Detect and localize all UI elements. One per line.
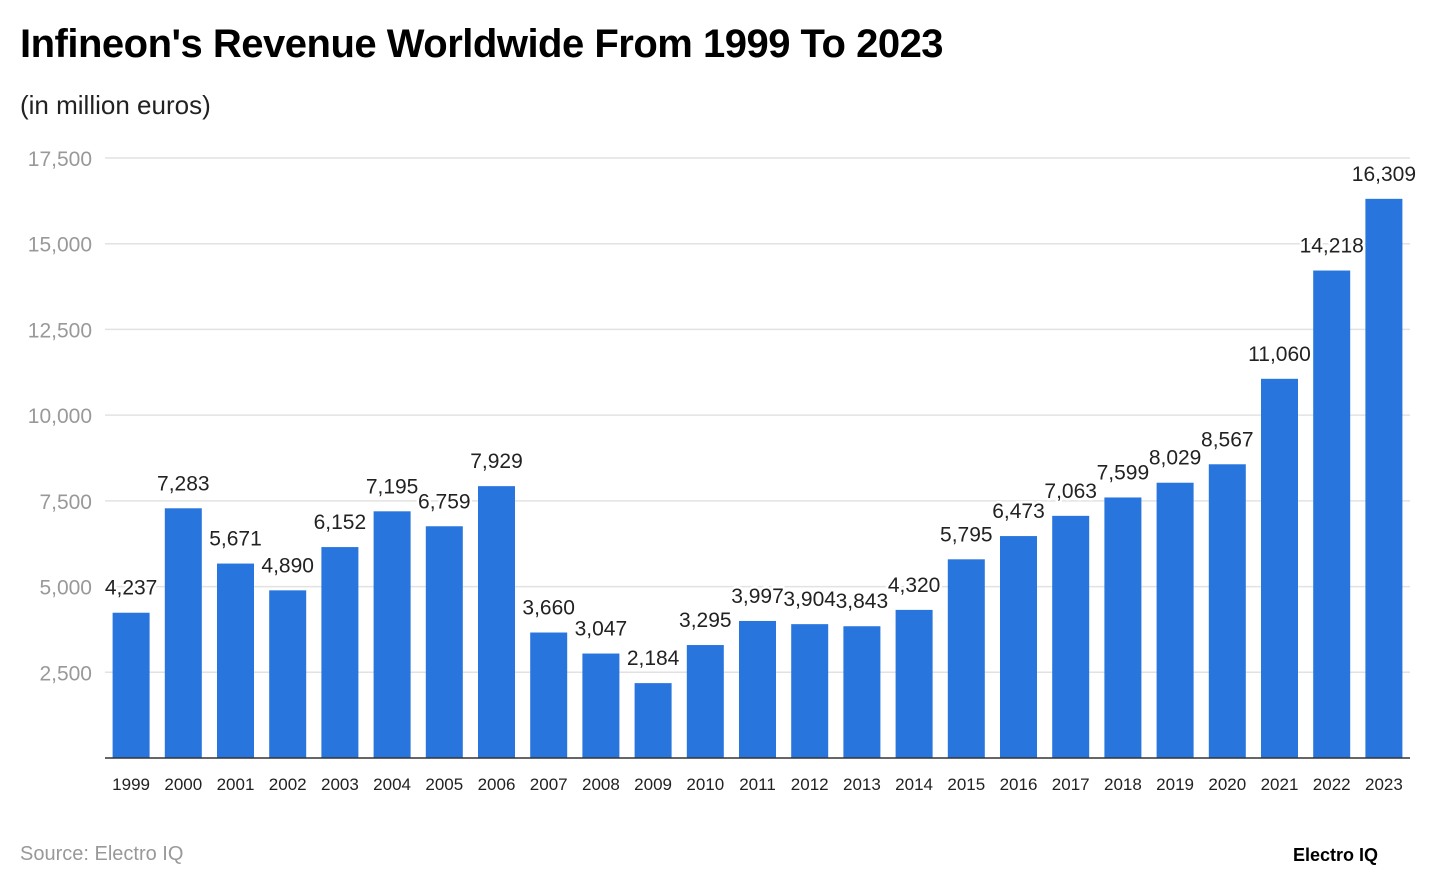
y-tick-label: 5,000 xyxy=(39,577,92,600)
x-tick-label: 2001 xyxy=(217,775,255,794)
data-label: 7,195 xyxy=(366,475,419,498)
bar-2003 xyxy=(321,547,359,758)
data-label: 5,795 xyxy=(940,523,993,546)
x-tick-label: 2020 xyxy=(1208,775,1246,794)
data-label: 7,063 xyxy=(1044,480,1097,503)
x-tick-label: 2000 xyxy=(164,775,202,794)
bar-2004 xyxy=(373,511,411,758)
x-tick-label: 2017 xyxy=(1052,775,1090,794)
data-label: 8,567 xyxy=(1201,428,1254,451)
chart-title: Infineon's Revenue Worldwide From 1999 T… xyxy=(20,22,944,66)
bar-2000 xyxy=(164,508,202,758)
x-tick-label: 2007 xyxy=(530,775,568,794)
x-tick-label: 2010 xyxy=(686,775,724,794)
x-tick-label: 2023 xyxy=(1365,775,1403,794)
x-tick-label: 2011 xyxy=(739,775,776,794)
data-label: 2,184 xyxy=(627,647,680,670)
data-label: 3,904 xyxy=(783,588,836,611)
bar-2008 xyxy=(582,653,620,758)
data-label: 8,029 xyxy=(1149,447,1202,470)
bar-2013 xyxy=(843,626,881,758)
x-tick-label: 2006 xyxy=(478,775,516,794)
data-label: 3,660 xyxy=(522,597,575,620)
x-tick-label: 2003 xyxy=(321,775,359,794)
y-tick-label: 2,500 xyxy=(39,662,92,685)
data-label: 6,152 xyxy=(314,511,367,534)
x-tick-label: 2016 xyxy=(1000,775,1038,794)
bar-2009 xyxy=(634,683,672,758)
data-label: 3,843 xyxy=(836,590,889,613)
y-tick-label: 12,500 xyxy=(28,319,92,342)
data-label: 4,890 xyxy=(261,554,314,577)
brand-logo: Electro IQ xyxy=(1293,845,1379,865)
bar-2011 xyxy=(739,620,776,758)
y-tick-label: 10,000 xyxy=(28,405,92,428)
data-label: 5,671 xyxy=(209,528,262,551)
x-tick-label: 2013 xyxy=(843,775,881,794)
x-tick-label: 2002 xyxy=(269,775,307,794)
bar-2014 xyxy=(895,609,933,758)
x-tick-label: 2009 xyxy=(634,775,672,794)
data-label: 4,237 xyxy=(105,577,158,600)
x-tick-label: 2021 xyxy=(1261,775,1299,794)
bar-1999 xyxy=(112,612,150,758)
bar-2023 xyxy=(1365,198,1403,758)
bar-2007 xyxy=(530,632,568,758)
x-tick-label: 2012 xyxy=(791,775,829,794)
data-label: 3,997 xyxy=(731,585,784,608)
data-label: 6,473 xyxy=(992,500,1045,523)
chart-subtitle: (in million euros) xyxy=(20,90,211,120)
data-label: 11,060 xyxy=(1248,343,1311,366)
data-label: 3,047 xyxy=(575,618,628,641)
bar-2017 xyxy=(1052,515,1090,758)
bar-chart: 2,500 5,000 7,500 10,000 12,500 15,000 17,500 1… xyxy=(27,148,1417,794)
bar-2022 xyxy=(1313,270,1351,758)
bar-2015 xyxy=(947,559,985,758)
x-tick-label: 2018 xyxy=(1104,775,1142,794)
x-tick-label: 2019 xyxy=(1156,775,1194,794)
bar-2001 xyxy=(217,563,254,758)
bar-2010 xyxy=(686,645,724,758)
bar-2006 xyxy=(478,486,515,758)
x-tick-label: 2005 xyxy=(425,775,463,794)
data-label: 6,759 xyxy=(418,490,471,513)
bar-2018 xyxy=(1104,497,1142,758)
data-label: 7,599 xyxy=(1097,461,1150,484)
y-tick-label: 15,000 xyxy=(28,234,92,257)
data-label: 14,218 xyxy=(1300,235,1364,258)
bar-2012 xyxy=(791,624,829,758)
data-label: 4,320 xyxy=(888,574,941,597)
bar-2019 xyxy=(1156,482,1194,758)
x-tick-label: 1999 xyxy=(112,775,150,794)
data-label: 7,929 xyxy=(470,450,523,473)
source-note: Source: Electro IQ xyxy=(20,843,184,865)
x-tick-label: 2014 xyxy=(895,775,933,794)
bar-2002 xyxy=(269,590,307,758)
data-label: 16,309 xyxy=(1352,163,1416,186)
bar-2005 xyxy=(425,526,463,758)
y-tick-label: 17,500 xyxy=(28,148,92,171)
data-label: 7,283 xyxy=(157,472,210,495)
x-tick-label: 2008 xyxy=(582,775,620,794)
x-tick-label: 2004 xyxy=(373,775,411,794)
x-tick-label: 2015 xyxy=(947,775,985,794)
bar-2016 xyxy=(1000,536,1037,758)
x-tick-label: 2022 xyxy=(1313,775,1351,794)
y-tick-label: 7,500 xyxy=(39,491,92,514)
bar-2020 xyxy=(1208,464,1246,758)
bar-2021 xyxy=(1261,378,1298,758)
data-label: 3,295 xyxy=(679,609,732,632)
